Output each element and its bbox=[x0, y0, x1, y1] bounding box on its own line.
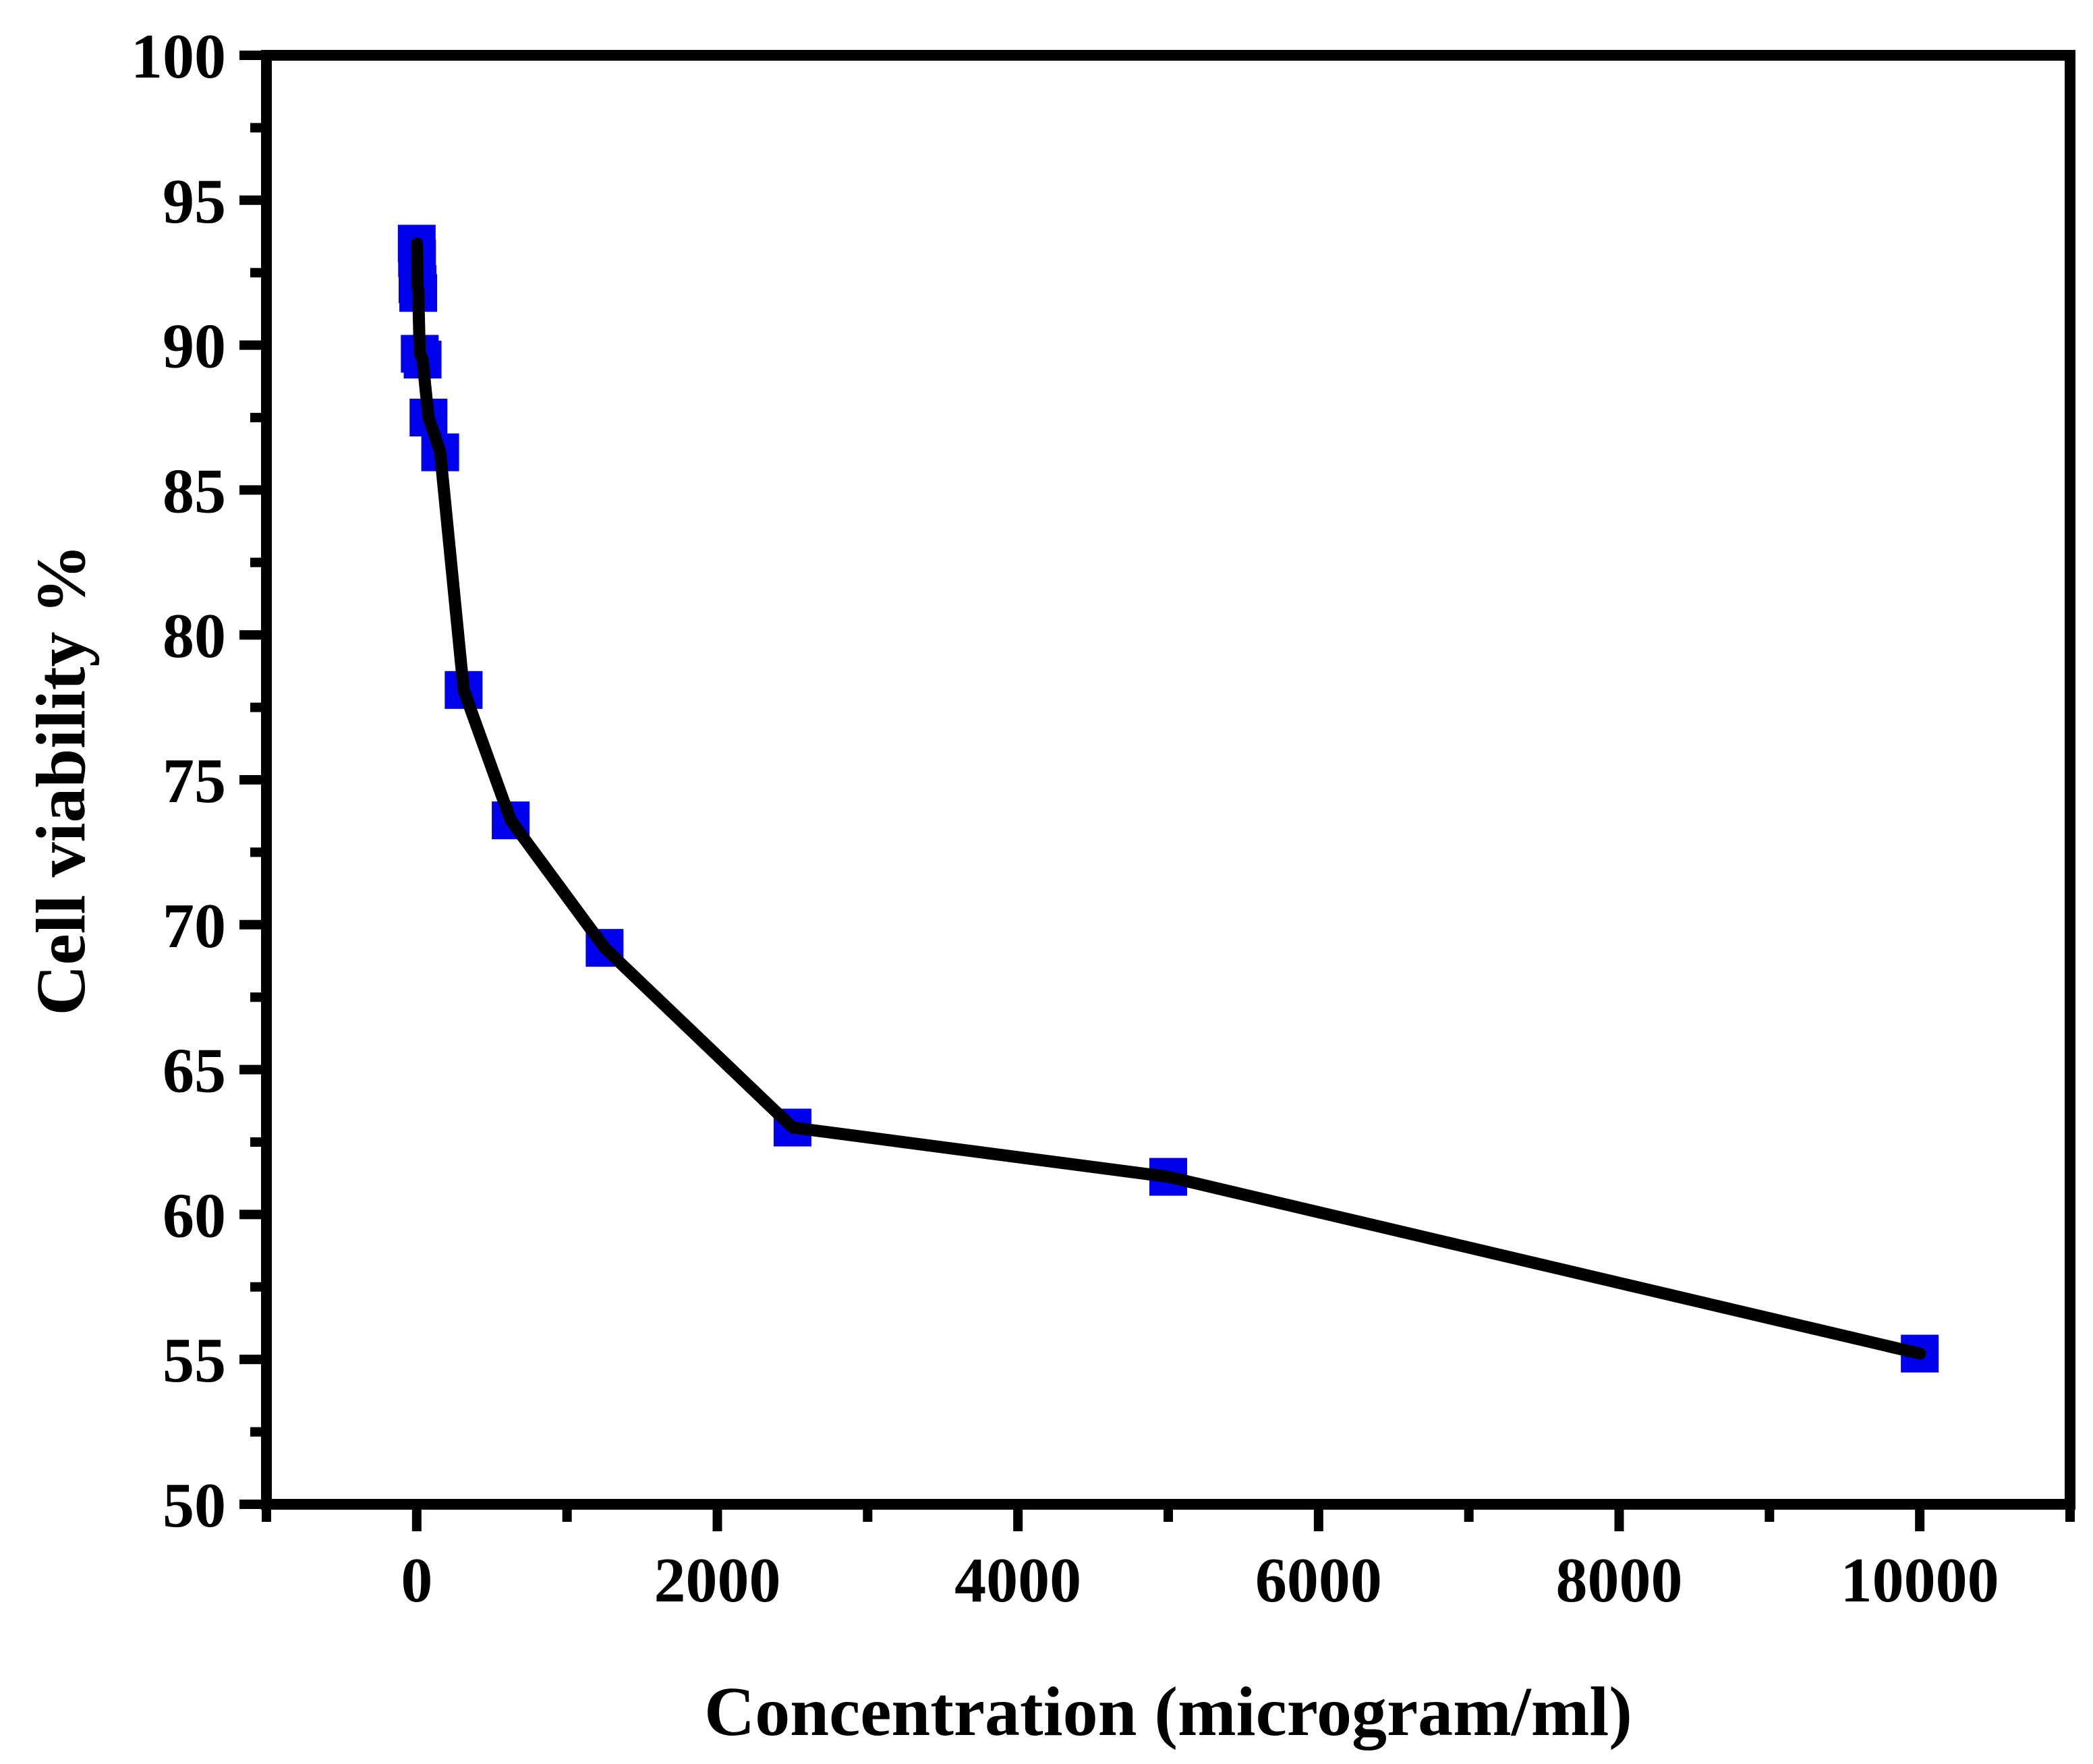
y-tick-label: 90 bbox=[163, 312, 226, 382]
y-tick-label: 60 bbox=[163, 1180, 226, 1251]
x-tick-label: 0 bbox=[401, 1545, 432, 1616]
series-line bbox=[410, 237, 1926, 1360]
y-tick-label: 65 bbox=[163, 1036, 226, 1106]
y-axis-title: Cell viability % bbox=[22, 544, 100, 1015]
y-tick-label: 95 bbox=[163, 167, 226, 237]
x-tick-label: 4000 bbox=[954, 1545, 1081, 1616]
x-tick-label: 2000 bbox=[654, 1545, 781, 1616]
y-tick-label: 70 bbox=[163, 891, 226, 961]
y-tick-label: 55 bbox=[163, 1326, 226, 1396]
x-tick-label: 10000 bbox=[1841, 1545, 1999, 1616]
ticks-layer bbox=[239, 51, 2075, 1531]
plot-frame bbox=[261, 50, 2075, 1510]
x-axis-title: Concentration (microgram/ml) bbox=[704, 1673, 1632, 1751]
y-tick-label: 50 bbox=[163, 1471, 226, 1541]
x-tick-label: 6000 bbox=[1255, 1545, 1382, 1616]
y-tick-label: 75 bbox=[163, 746, 226, 816]
y-tick-label: 85 bbox=[163, 456, 226, 526]
y-tick-label: 80 bbox=[163, 601, 226, 671]
x-tick-label: 8000 bbox=[1556, 1545, 1683, 1616]
series-layer bbox=[397, 225, 1939, 1373]
labels-layer: 50 55 60 65 70 75 80 85 90 95 100 0 2000 4000 6000 8000… bbox=[131, 22, 1999, 1616]
y-tick-label: 100 bbox=[131, 22, 226, 92]
